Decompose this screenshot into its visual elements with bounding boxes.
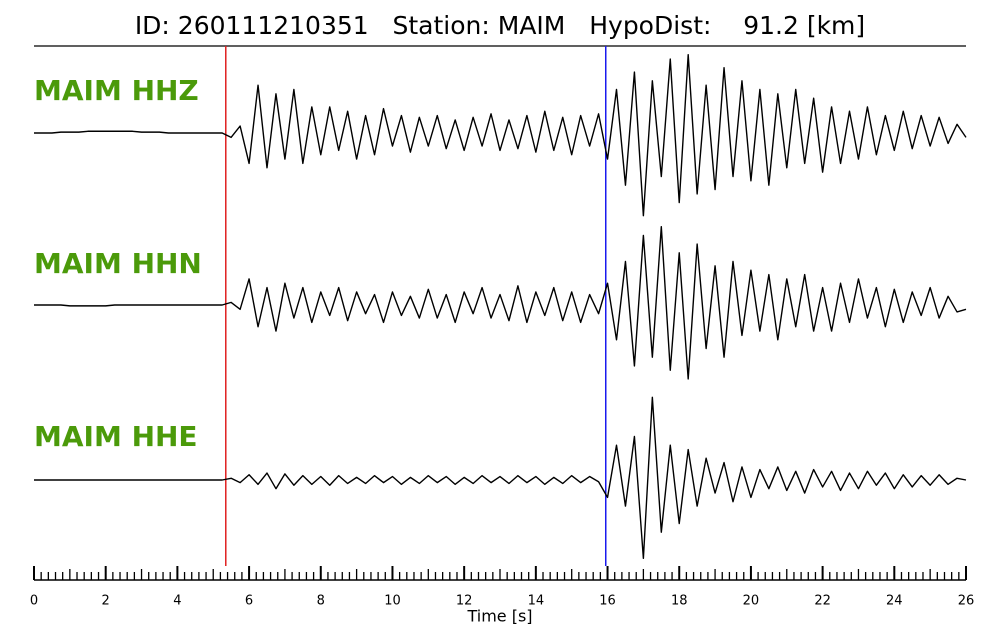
x-tick-label: 16 bbox=[599, 594, 616, 609]
trace-label: MAIM HHE bbox=[34, 420, 198, 453]
trace-label: MAIM HHZ bbox=[34, 74, 199, 107]
waveform bbox=[34, 396, 967, 559]
x-tick-label: 12 bbox=[456, 594, 473, 609]
waveform bbox=[34, 54, 967, 217]
x-tick-label: 10 bbox=[384, 594, 401, 609]
x-tick-label: 20 bbox=[743, 594, 760, 609]
x-axis-label: Time [s] bbox=[466, 607, 532, 626]
x-tick-label: 14 bbox=[528, 594, 545, 609]
x-tick-label: 22 bbox=[814, 594, 831, 609]
chart-title: ID: 260111210351 Station: MAIM HypoDist:… bbox=[135, 11, 865, 40]
trace-label: MAIM HHN bbox=[34, 247, 202, 280]
x-tick-label: 4 bbox=[173, 594, 181, 609]
x-tick-label: 26 bbox=[958, 594, 975, 609]
x-tick-label: 24 bbox=[886, 594, 903, 609]
waveform bbox=[34, 226, 967, 380]
x-tick-label: 8 bbox=[317, 594, 325, 609]
x-tick-label: 2 bbox=[102, 594, 110, 609]
x-tick-label: 18 bbox=[671, 594, 688, 609]
x-tick-label: 6 bbox=[245, 594, 253, 609]
x-tick-label: 0 bbox=[30, 594, 38, 609]
